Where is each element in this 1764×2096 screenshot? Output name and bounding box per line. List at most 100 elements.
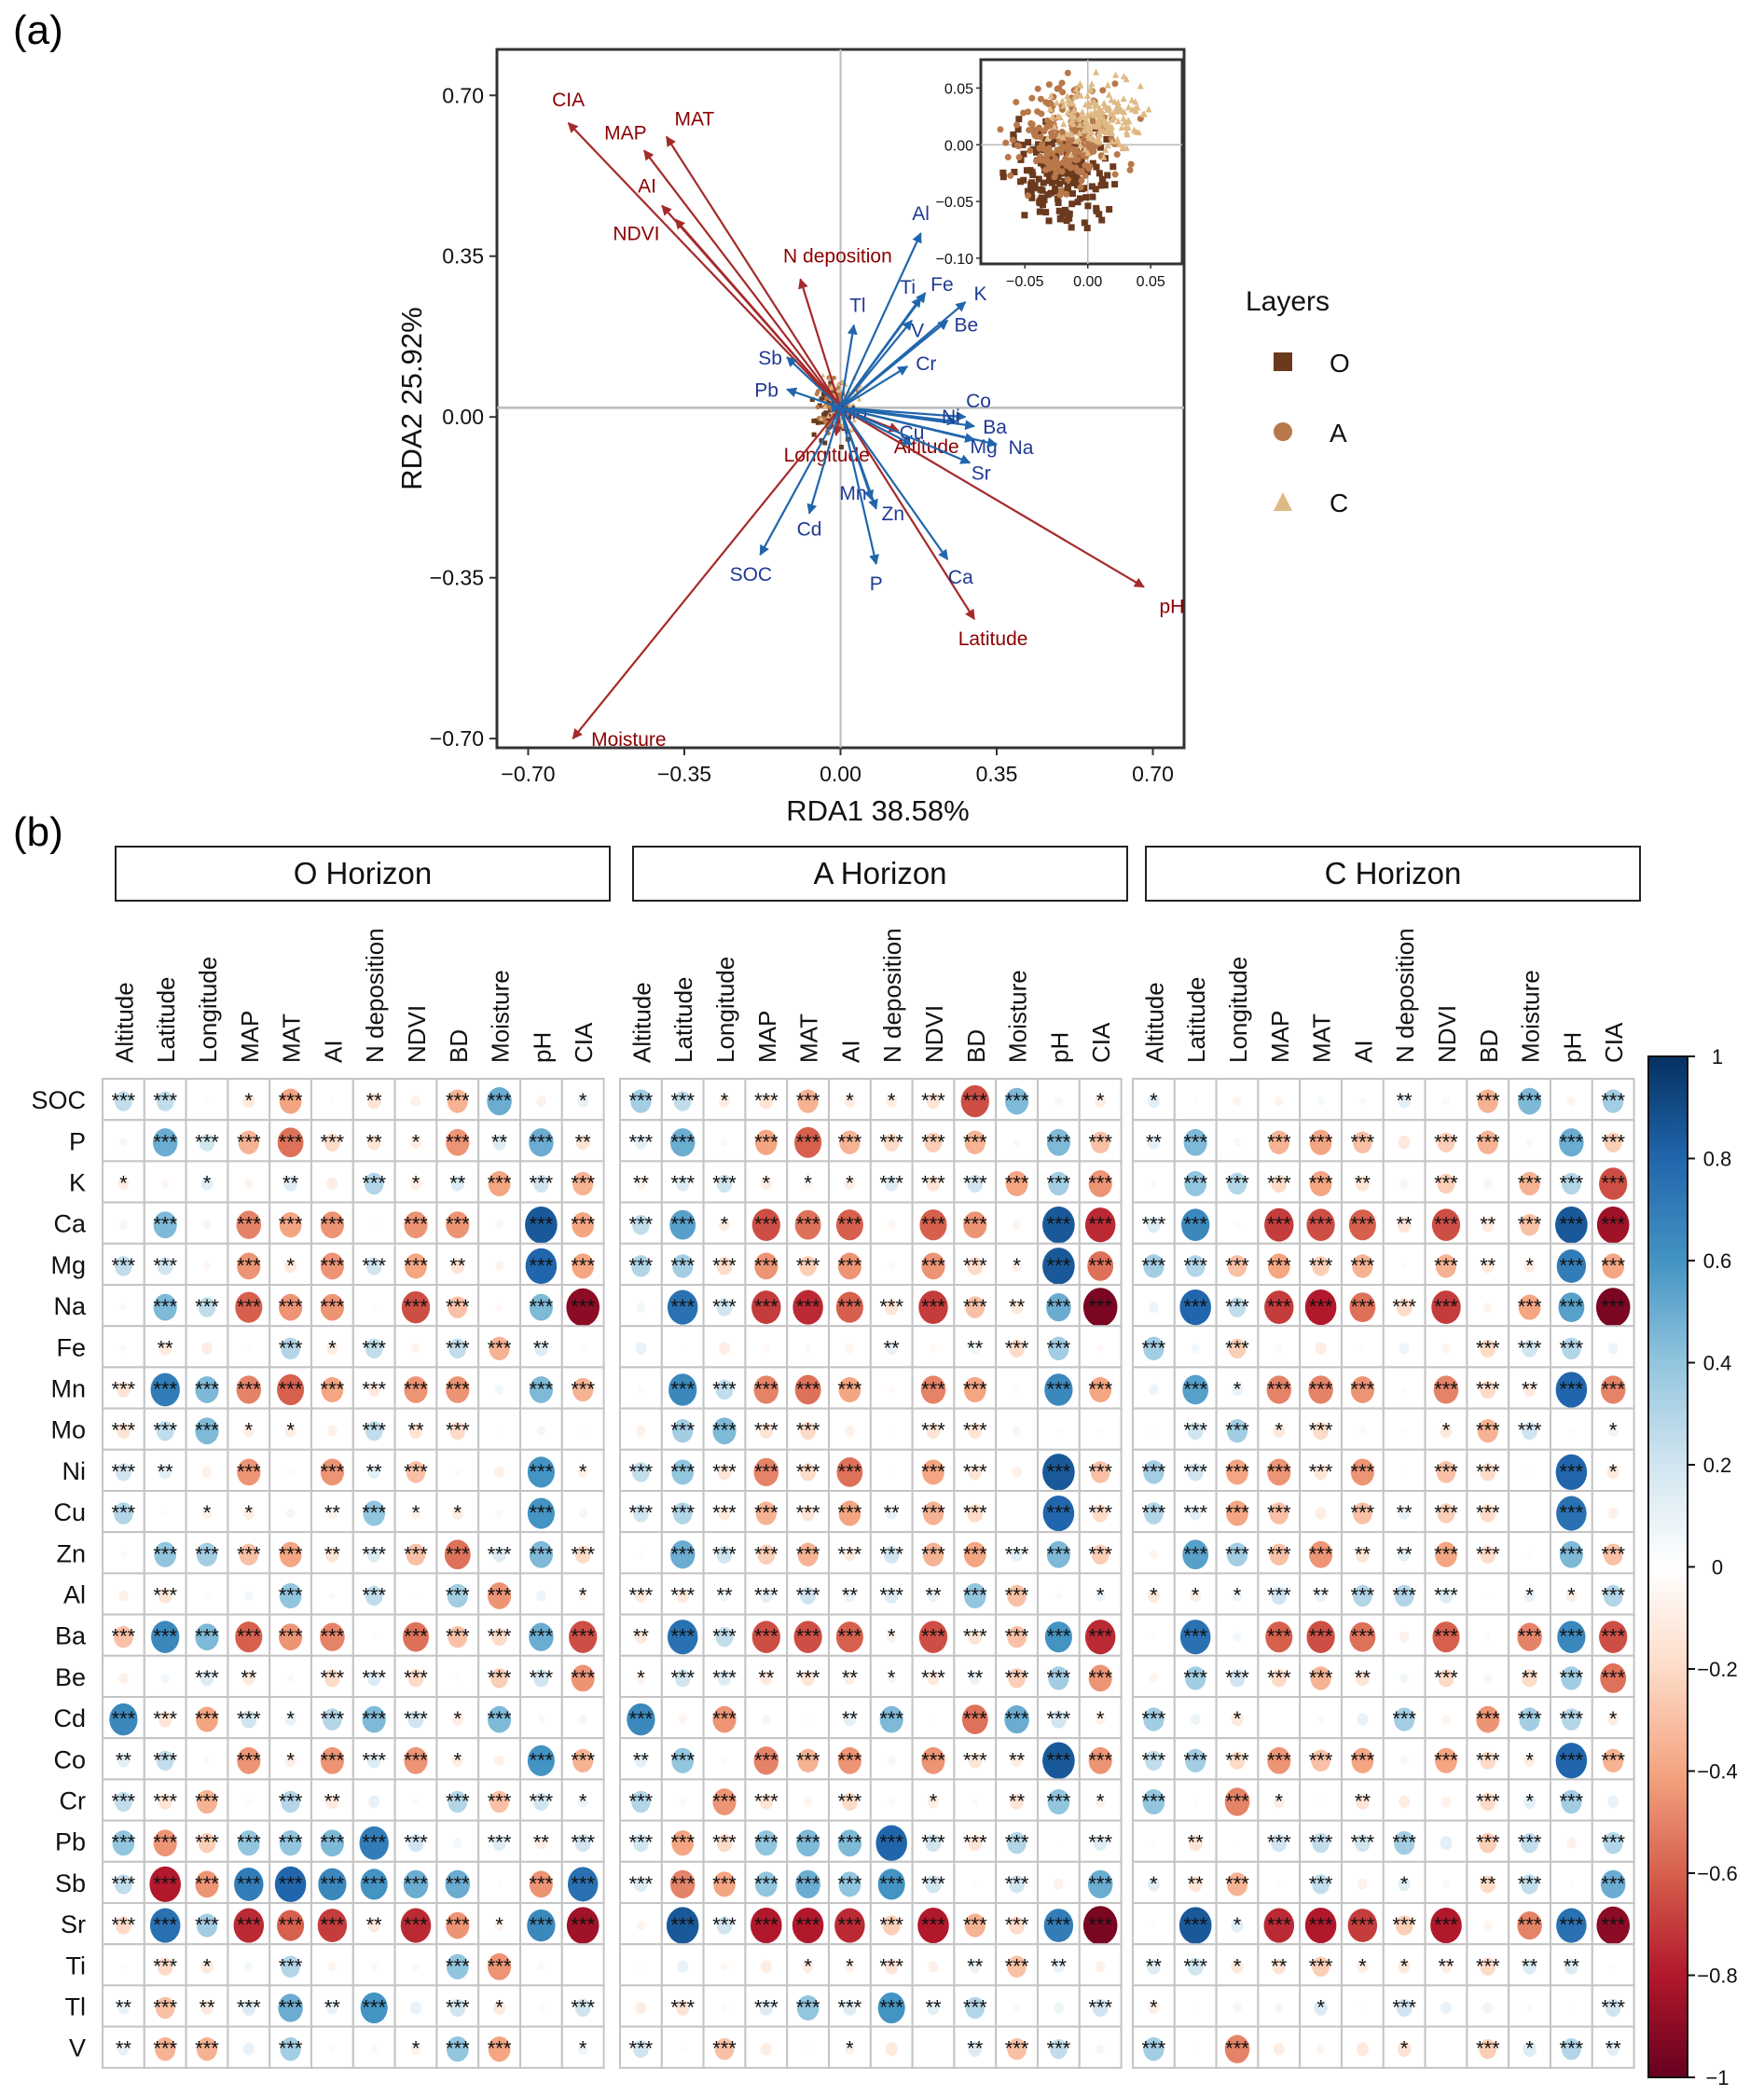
- inset-point-C: [1055, 131, 1063, 139]
- inset-point-A: [1054, 166, 1062, 173]
- correlation-circle: [400, 1908, 432, 1943]
- significance-stars: ***: [1476, 1707, 1500, 1731]
- column-label: Longitude: [1224, 957, 1252, 1063]
- significance-stars: ***: [195, 2037, 219, 2061]
- column-label: NDVI: [403, 1005, 431, 1063]
- significance-stars: *: [328, 1336, 337, 1359]
- correlation-circle: [366, 1670, 381, 1687]
- significance-stars: ***: [1518, 1089, 1542, 1112]
- significance-stars: ***: [446, 1954, 470, 1978]
- arrow-label-ba: Ba: [983, 417, 1007, 438]
- significance-stars: ***: [237, 1913, 261, 1937]
- site-point-O: [823, 410, 829, 416]
- correlation-circle: [1358, 1427, 1367, 1435]
- inset-point-O: [1042, 209, 1050, 216]
- arrow-label-fe: Fe: [930, 274, 954, 296]
- significance-stars: **: [1313, 1584, 1330, 1607]
- significance-stars: ***: [446, 1378, 470, 1401]
- correlation-circle: [719, 1342, 730, 1356]
- y-axis-title: RDA2 25.92%: [395, 307, 428, 490]
- significance-stars: ***: [1142, 1707, 1166, 1731]
- inset-point-C: [1084, 91, 1092, 99]
- significance-stars: ***: [362, 1666, 386, 1689]
- correlation-circle: [323, 1708, 342, 1731]
- arrow-zn: [839, 407, 878, 510]
- correlation-circle: [410, 1177, 421, 1191]
- correlation-circle: [156, 1420, 174, 1441]
- inset-point-O: [1040, 196, 1048, 203]
- inset-point-O: [1054, 200, 1062, 207]
- correlation-circle: [158, 1711, 172, 1728]
- inset-point-A: [1051, 159, 1058, 166]
- correlation-circle: [157, 1257, 173, 1276]
- inset-point-O: [1101, 182, 1109, 189]
- correlation-circle: [1233, 1138, 1242, 1148]
- correlation-circle: [1276, 1881, 1282, 1887]
- inset-point-C: [1099, 117, 1107, 125]
- arrow-label-al: Al: [912, 203, 930, 225]
- correlation-circle: [1055, 1427, 1062, 1434]
- significance-stars: *: [454, 1501, 462, 1524]
- significance-stars: ***: [1267, 1130, 1291, 1153]
- significance-stars: ***: [1351, 1254, 1375, 1277]
- significance-stars: ***: [279, 1790, 303, 1813]
- significance-stars: ***: [1601, 1295, 1625, 1318]
- correlation-circle: [1401, 1427, 1407, 1434]
- correlation-circle: [1275, 1344, 1283, 1353]
- inset-point-C: [1120, 143, 1127, 150]
- significance-stars: *: [495, 1913, 503, 1937]
- significance-stars: ***: [153, 1419, 177, 1442]
- significance-stars: ***: [279, 1996, 303, 2020]
- significance-stars: ***: [879, 1172, 903, 1195]
- correlation-circle: [536, 1590, 546, 1602]
- significance-stars: ***: [1309, 1913, 1333, 1937]
- significance-stars: *: [412, 1130, 420, 1153]
- correlation-circle: [1526, 1551, 1533, 1558]
- significance-stars: ***: [1047, 1378, 1071, 1401]
- significance-stars: ***: [153, 1707, 177, 1731]
- significance-stars: ***: [195, 1419, 219, 1442]
- correlation-circle: [120, 1551, 127, 1559]
- significance-stars: *: [1525, 1790, 1534, 1813]
- significance-stars: ***: [754, 1378, 779, 1401]
- inset-point-C: [1076, 80, 1083, 88]
- y-tick-label: −0.35: [430, 566, 484, 590]
- panel-label-b: (b): [13, 809, 63, 855]
- arrow-label-moisture: Moisture: [591, 729, 667, 751]
- correlation-circle: [1054, 1592, 1063, 1600]
- inset-point-O: [1027, 190, 1035, 198]
- correlation-circle: [245, 1798, 253, 1806]
- significance-stars: ***: [1005, 1172, 1029, 1195]
- significance-stars: ***: [1434, 1625, 1458, 1648]
- column-label: Latitude: [1182, 976, 1210, 1063]
- correlation-circle: [1441, 1714, 1451, 1725]
- significance-stars: ***: [321, 1254, 345, 1277]
- site-point-C: [851, 418, 857, 423]
- significance-stars: ***: [112, 1419, 136, 1442]
- column-label: CIA: [1087, 1022, 1115, 1063]
- significance-stars: **: [1480, 1254, 1496, 1277]
- correlation-circle: [366, 1753, 381, 1769]
- inset-point-A: [997, 126, 1004, 133]
- inset-point-O: [1106, 205, 1113, 213]
- significance-stars: ***: [1047, 1913, 1071, 1937]
- correlation-circle: [1483, 1302, 1493, 1313]
- correlation-circle: [326, 1342, 338, 1356]
- significance-stars: ***: [530, 1213, 554, 1236]
- significance-stars: ***: [571, 1831, 595, 1855]
- significance-stars: ***: [1309, 1254, 1333, 1277]
- correlation-circle: [198, 1832, 216, 1854]
- significance-stars: ***: [112, 1378, 136, 1401]
- significance-stars: ***: [963, 1542, 987, 1565]
- significance-stars: ***: [1560, 1172, 1584, 1195]
- correlation-circle: [242, 1671, 255, 1686]
- correlation-circle: [281, 1790, 300, 1813]
- significance-stars: ***: [921, 1378, 945, 1401]
- correlation-circle: [805, 2046, 811, 2052]
- correlation-circle: [371, 1221, 377, 1228]
- correlation-circle: [277, 1127, 304, 1158]
- inset-point-A: [1077, 184, 1084, 191]
- significance-stars: ***: [1047, 1707, 1071, 1731]
- correlation-circle: [1568, 2005, 1575, 2011]
- significance-stars: *: [203, 1501, 212, 1524]
